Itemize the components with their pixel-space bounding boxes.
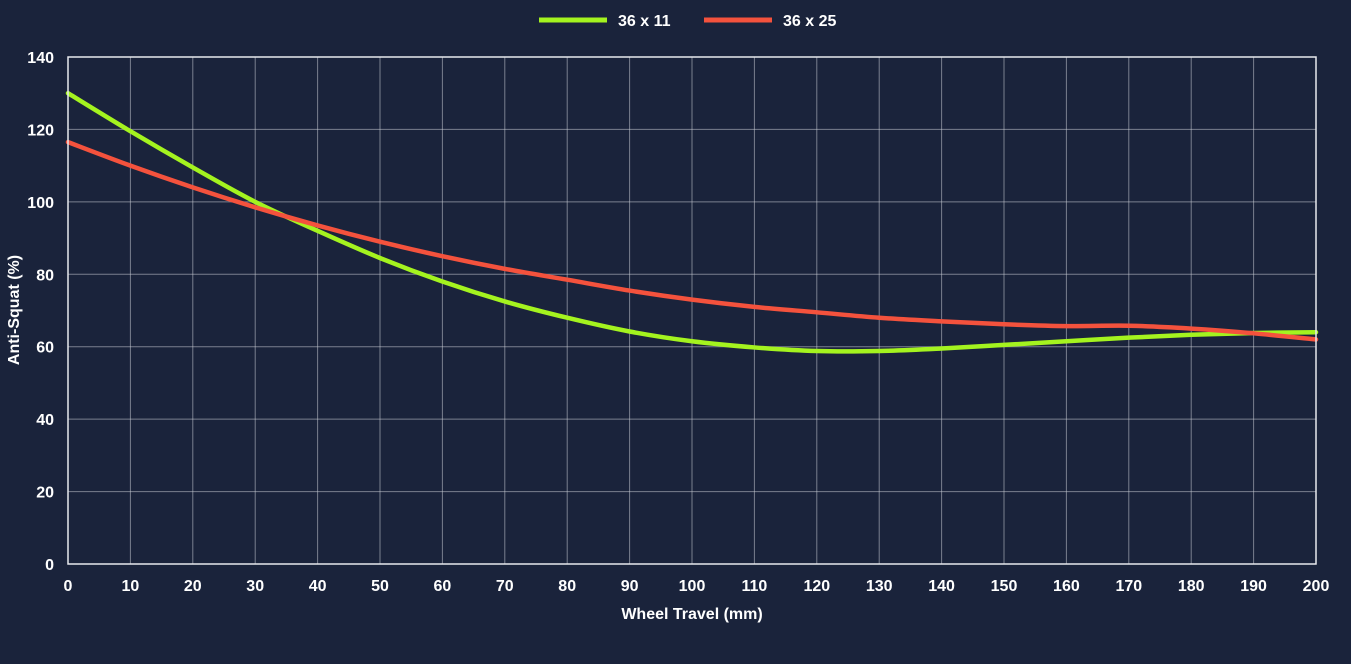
x-tick-label: 160	[1053, 578, 1080, 595]
x-tick-label: 90	[621, 578, 639, 595]
y-tick-label: 20	[36, 485, 54, 502]
plot-border	[67, 56, 1317, 565]
legend-label: 36 x 11	[618, 13, 671, 30]
legend-label: 36 x 25	[783, 13, 836, 30]
y-tick-label: 0	[45, 557, 54, 574]
y-axis-title: Anti-Squat (%)	[6, 255, 23, 365]
y-axis-ticks: 0 20 40 60 80 100 120 140	[27, 50, 54, 574]
series-line-1	[65, 90, 1319, 354]
x-tick-label: 60	[434, 578, 452, 595]
grid	[67, 56, 1317, 565]
x-tick-label: 10	[122, 578, 140, 595]
series-line-2	[65, 139, 1319, 342]
x-tick-label: 0	[64, 578, 73, 595]
x-tick-label: 150	[991, 578, 1018, 595]
y-tick-label: 40	[36, 412, 54, 429]
x-tick-label: 180	[1178, 578, 1205, 595]
x-tick-label: 50	[371, 578, 389, 595]
x-tick-label: 170	[1115, 578, 1142, 595]
x-axis-title: Wheel Travel (mm)	[621, 606, 762, 623]
y-tick-label: 60	[36, 340, 54, 357]
x-tick-label: 130	[866, 578, 893, 595]
x-tick-label: 100	[679, 578, 706, 595]
plot-frame	[67, 56, 1317, 565]
y-tick-label: 100	[27, 195, 54, 212]
series-lines	[65, 90, 1319, 354]
x-axis-ticks: 0 10 20 30 40 50 60 70 80 90 100 110 120 130 140 150 160…	[64, 578, 1330, 595]
x-tick-label: 30	[246, 578, 264, 595]
y-tick-label: 80	[36, 267, 54, 284]
x-tick-label: 140	[928, 578, 955, 595]
x-tick-label: 20	[184, 578, 202, 595]
x-tick-label: 80	[558, 578, 576, 595]
x-tick-label: 70	[496, 578, 514, 595]
x-tick-label: 110	[741, 578, 767, 595]
x-tick-label: 120	[803, 578, 830, 595]
x-tick-label: 200	[1303, 578, 1330, 595]
x-tick-label: 40	[309, 578, 327, 595]
legend: 36 x 11 36 x 25	[539, 13, 836, 30]
y-tick-label: 120	[27, 122, 54, 139]
x-tick-label: 190	[1240, 578, 1267, 595]
y-tick-label: 140	[27, 50, 54, 67]
